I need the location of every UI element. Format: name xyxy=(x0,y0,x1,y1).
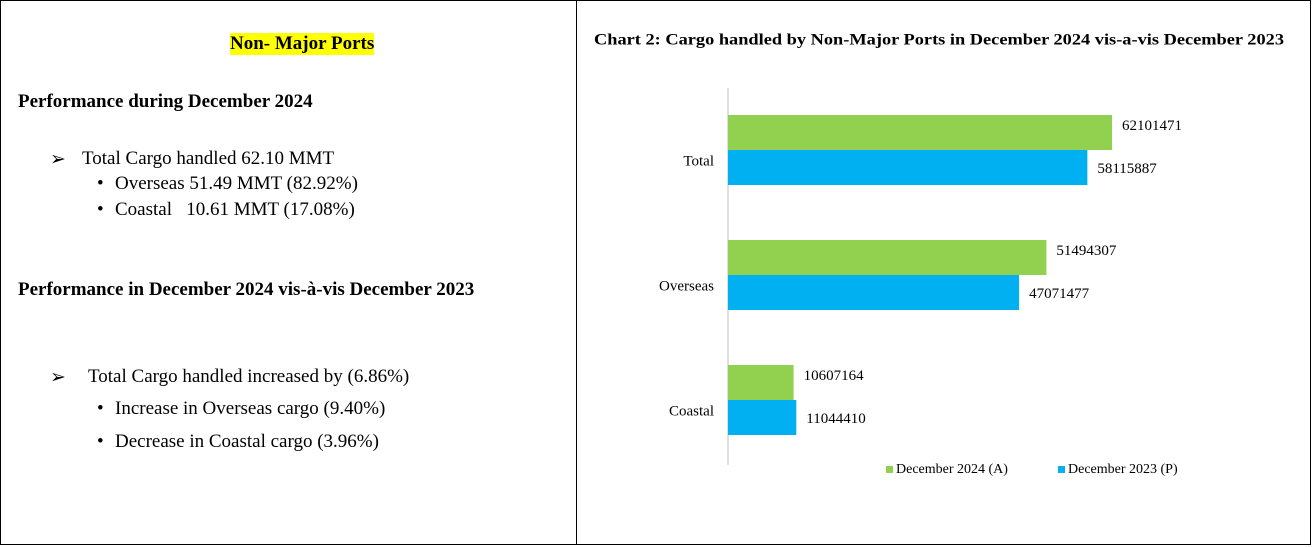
left-cell xyxy=(0,0,577,545)
heading: Performance during December 2024 xyxy=(18,91,313,112)
heading: Performance in December 2024 vis-à-vis D… xyxy=(18,279,475,300)
data-label: 62101471 xyxy=(1122,118,1182,134)
legend-swatch xyxy=(886,466,893,473)
sub-bullet-text: Overseas 51.49 MMT (82.92%) xyxy=(115,173,358,194)
dot: • xyxy=(97,173,104,194)
data-label: 51494307 xyxy=(1056,243,1117,259)
bullet-text: Total Cargo handled increased by (6.86%) xyxy=(88,366,410,387)
bar xyxy=(728,150,1088,185)
section-title: Non- Major Ports xyxy=(230,33,375,55)
sub-bullet-text: Coastal 10.61 MMT (17.08%) xyxy=(115,199,355,220)
legend-label: December 2024 (A) xyxy=(896,462,1008,477)
bar xyxy=(728,115,1112,150)
bullet-icon: ➢ xyxy=(50,149,66,170)
bar xyxy=(728,275,1020,310)
bar xyxy=(728,400,797,435)
data-label: 58115887 xyxy=(1097,161,1157,177)
sub-bullet-text: Decrease in Coastal cargo (3.96%) xyxy=(115,431,379,452)
data-label: 47071477 xyxy=(1029,286,1090,302)
category-label: Total xyxy=(683,153,714,169)
category-label: Overseas xyxy=(659,278,714,294)
dot: • xyxy=(97,431,104,452)
legend-swatch xyxy=(1058,466,1065,473)
bullet-text: Total Cargo handled 62.10 MMT xyxy=(82,148,335,169)
bar xyxy=(728,365,794,400)
sub-bullet-text: Increase in Overseas cargo (9.40%) xyxy=(115,398,386,419)
chart-title: Chart 2: Cargo handled by Non-Major Port… xyxy=(594,32,1284,49)
legend-label: December 2023 (P) xyxy=(1068,462,1178,477)
bar xyxy=(728,240,1047,275)
dot: • xyxy=(97,398,104,419)
right-cell xyxy=(576,0,1311,545)
bullet-icon: ➢ xyxy=(50,367,66,388)
dot: • xyxy=(97,199,104,220)
chart: Chart 2: Cargo handled by Non-Major Port… xyxy=(594,32,1284,478)
category-label: Coastal xyxy=(669,403,714,419)
data-label: 11044410 xyxy=(806,411,865,427)
data-label: 10607164 xyxy=(804,368,865,384)
